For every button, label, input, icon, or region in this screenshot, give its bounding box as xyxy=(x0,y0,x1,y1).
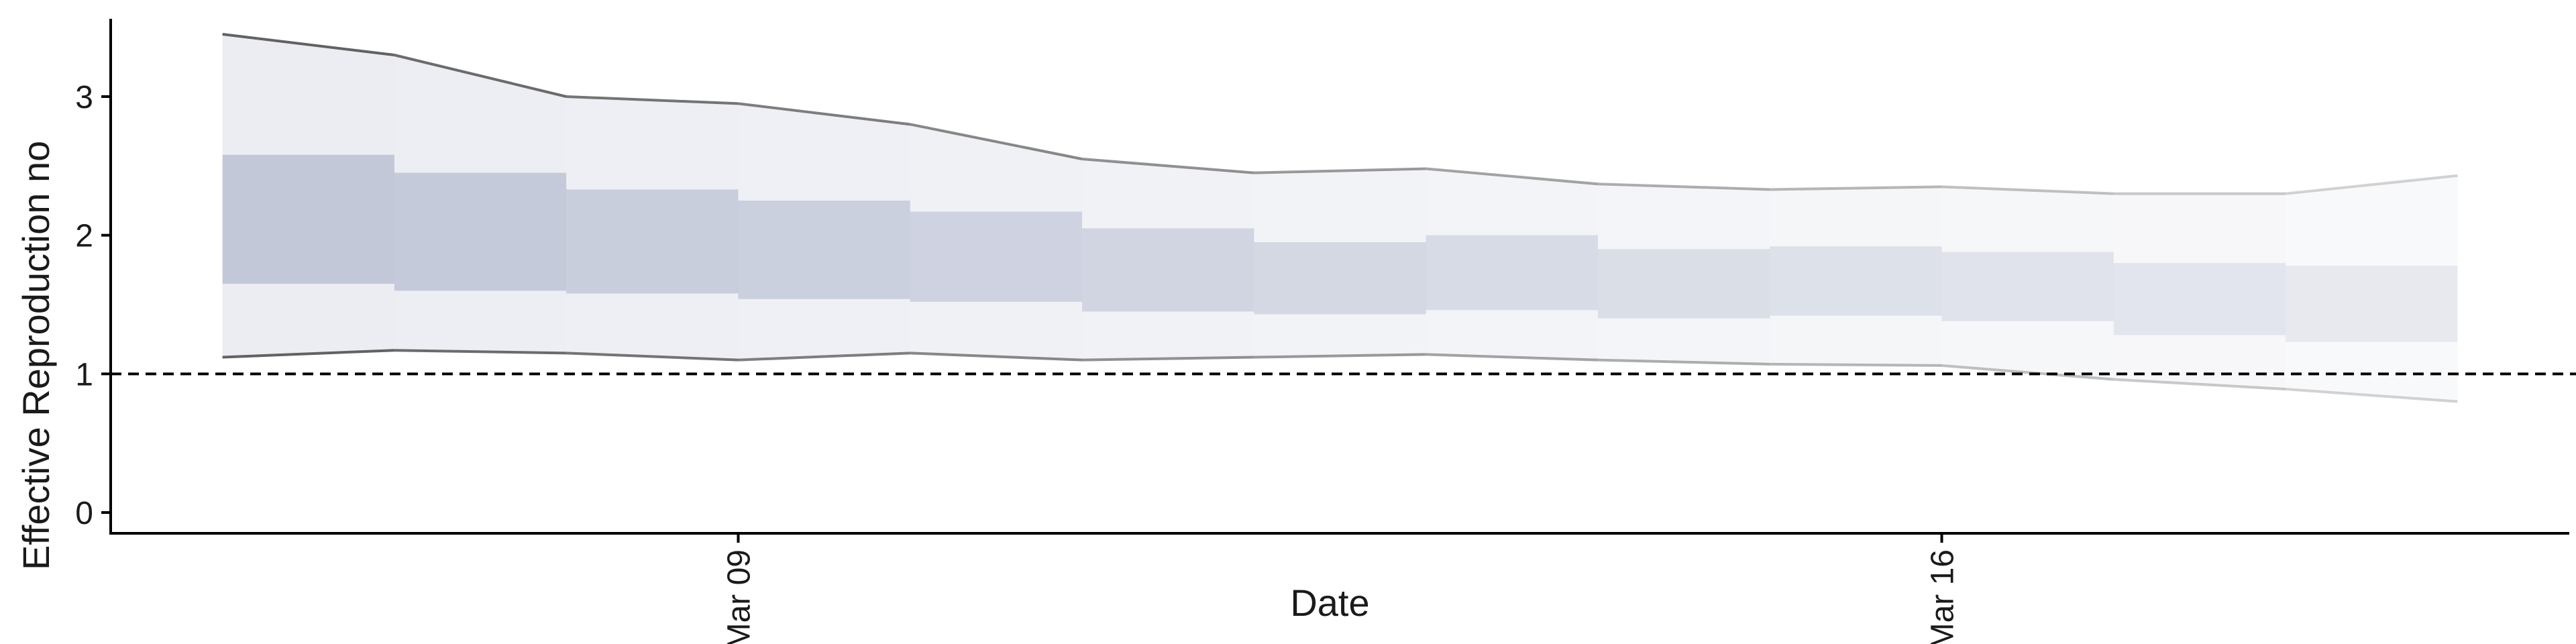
x-tick-label: Mar 16 xyxy=(1925,549,1961,644)
y-tick-label: 2 xyxy=(75,219,93,254)
inner-band-segment xyxy=(1597,249,1770,319)
inner-band-segment xyxy=(1770,246,1942,316)
upper-bound-segment xyxy=(1941,185,2114,195)
outer-band-segment xyxy=(1597,184,1770,364)
x-axis-title: Date xyxy=(1290,582,1369,624)
y-tick-label: 3 xyxy=(75,80,93,115)
outer-band-segment xyxy=(1082,159,1254,360)
upper-bound-segment xyxy=(738,102,911,126)
lower-bound-segment xyxy=(2285,388,2458,403)
inner-band-segment xyxy=(2113,263,2286,335)
lower-bound-segment xyxy=(1254,353,1426,359)
y-axis-ticks: 0 1 2 3 xyxy=(75,80,111,531)
inner-band-segment xyxy=(1426,235,1598,311)
outer-band-segment xyxy=(394,55,567,354)
upper-bound-segment xyxy=(1081,158,1254,174)
outer-band-segment xyxy=(222,34,394,358)
outer-band-segment xyxy=(2286,175,2458,402)
inner-band-segment xyxy=(394,172,567,291)
lower-bound-segment xyxy=(738,352,910,362)
outer-band-segment xyxy=(566,97,739,360)
outer-band-lines xyxy=(222,33,2458,403)
confidence-bands xyxy=(222,34,2458,402)
upper-bound-segment xyxy=(1426,167,1599,186)
lower-bound-segment xyxy=(1082,356,1254,362)
inner-band-segment xyxy=(1254,242,1426,315)
inner-band-segment xyxy=(738,201,910,299)
inner-band-segment xyxy=(910,211,1083,302)
lower-bound-segment xyxy=(910,352,1083,362)
x-axis-ticks: Mar 09 Mar 16 xyxy=(721,533,1961,644)
lower-bound-segment xyxy=(1426,353,1599,362)
lower-bound-segment xyxy=(2113,378,2286,391)
inner-band-segment xyxy=(2286,266,2458,342)
lower-bound-segment xyxy=(1597,358,1770,366)
lower-bound-segment xyxy=(222,349,394,359)
inner-band-segment xyxy=(566,189,739,294)
upper-bound-segment xyxy=(1254,167,1426,174)
outer-band-segment xyxy=(1254,168,1426,358)
outer-band-segment xyxy=(738,103,910,360)
lower-bound-segment xyxy=(1941,364,2114,381)
outer-band-segment xyxy=(2113,193,2286,390)
outer-band-segment xyxy=(1941,186,2114,380)
upper-bound-segment xyxy=(1770,185,1942,191)
upper-bound-segment xyxy=(910,123,1083,160)
outer-band-segment xyxy=(910,124,1083,360)
upper-bound-segment xyxy=(2285,174,2458,195)
lower-bound-segment xyxy=(394,349,567,355)
outer-band-segment xyxy=(1770,186,1942,366)
inner-band-segment xyxy=(1941,252,2114,321)
upper-bound-segment xyxy=(222,33,395,56)
upper-bound-segment xyxy=(394,54,567,98)
upper-bound-segment xyxy=(1597,182,1770,191)
y-tick-label: 0 xyxy=(75,496,93,531)
inner-band-segment xyxy=(222,154,394,284)
outer-band-segment xyxy=(1426,168,1598,360)
y-tick-label: 1 xyxy=(75,357,93,392)
lower-bound-segment xyxy=(566,352,739,362)
x-tick-label: Mar 09 xyxy=(721,549,757,644)
upper-bound-segment xyxy=(566,95,739,105)
inner-band-segment xyxy=(1082,228,1254,312)
y-axis-title: Effective Reproduction no xyxy=(15,141,57,570)
lower-bound-segment xyxy=(1770,362,1942,367)
